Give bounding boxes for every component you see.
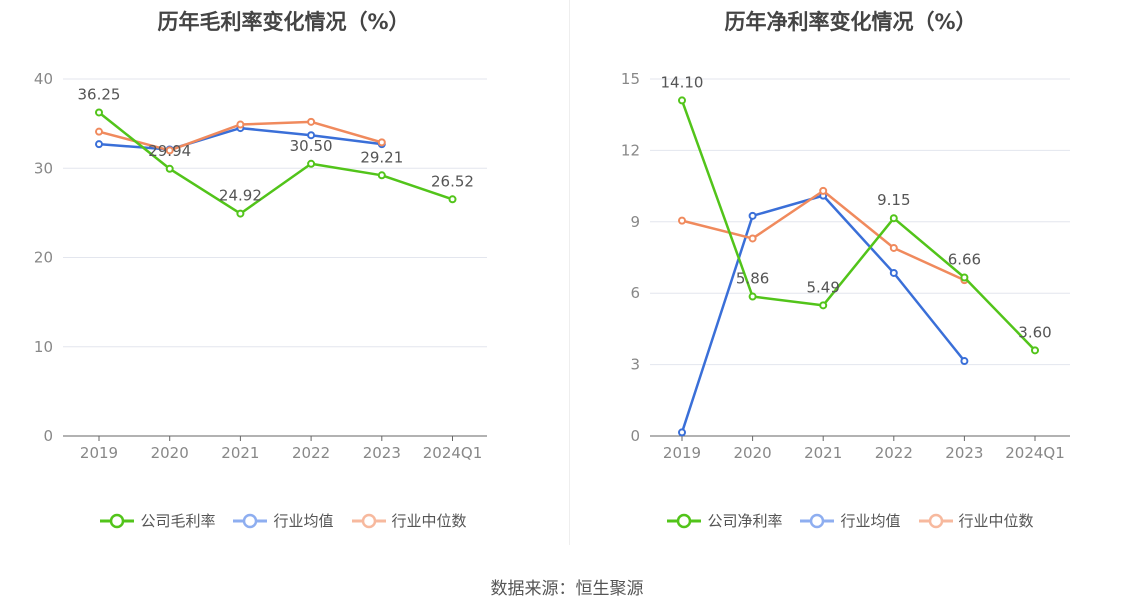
data-point xyxy=(307,117,316,126)
legend-item[interactable]: 行业均值 xyxy=(800,510,901,531)
x-tick-label: 2022 xyxy=(292,444,330,462)
data-point xyxy=(678,216,686,225)
chart-legend: 公司净利率 行业均值 行业中位数 xyxy=(567,510,1134,531)
legend-label: 公司毛利率 xyxy=(140,512,216,530)
data-point xyxy=(377,171,386,180)
data-label: 5.49 xyxy=(806,278,839,296)
y-tick-label: 9 xyxy=(630,213,640,231)
data-point xyxy=(165,146,174,155)
legend-line-marker-icon xyxy=(667,513,702,528)
data-point xyxy=(165,164,174,173)
data-point xyxy=(748,234,757,243)
series-line xyxy=(681,189,965,282)
data-label: 14.10 xyxy=(661,73,704,91)
data-point xyxy=(307,131,316,140)
data-point xyxy=(960,273,969,282)
legend-line-marker-icon xyxy=(800,513,835,528)
data-label: 26.52 xyxy=(431,172,474,190)
data-point xyxy=(889,214,898,223)
legend-label: 公司净利率 xyxy=(707,512,783,530)
legend-item[interactable]: 行业均值 xyxy=(233,510,334,531)
data-point xyxy=(236,120,245,129)
legend-marker-circle xyxy=(810,513,825,528)
x-tick-label: 2024Q1 xyxy=(423,444,483,462)
x-tick-label: 2023 xyxy=(363,444,401,462)
data-label: 5.86 xyxy=(736,270,769,288)
legend-item[interactable]: 行业中位数 xyxy=(351,510,467,531)
data-point xyxy=(678,96,686,105)
gross-margin-plot: 0 10 20 30 40 2019 2020 2021 2022 2023 2024Q1 36.25… xyxy=(34,70,487,462)
legend-item[interactable]: 行业中位数 xyxy=(918,510,1034,531)
gross-margin-chart: 历年毛利率变化情况（%） 0 10 20 30 40 2019 2020 2021 2022 20… xyxy=(0,0,567,550)
y-tick-label: 10 xyxy=(34,338,53,356)
y-tick-label: 20 xyxy=(34,249,53,267)
x-tick-label: 2022 xyxy=(875,444,913,462)
data-point xyxy=(748,211,757,220)
data-point xyxy=(889,243,898,252)
x-tick-label: 2019 xyxy=(663,444,701,462)
data-point xyxy=(960,357,969,366)
panel-divider xyxy=(569,0,570,545)
legend-item[interactable]: 公司净利率 xyxy=(667,510,782,531)
data-point xyxy=(448,195,457,204)
legend-line-marker-icon xyxy=(351,513,386,528)
data-point xyxy=(748,292,757,301)
data-point xyxy=(819,301,828,310)
legend-label: 行业中位数 xyxy=(391,512,467,530)
y-tick-label: 30 xyxy=(34,159,53,177)
x-tick-label: 2020 xyxy=(151,444,189,462)
y-tick-label: 0 xyxy=(630,427,640,445)
chart-title: 历年净利率变化情况（%） xyxy=(724,10,977,34)
legend-line-marker-icon xyxy=(233,513,268,528)
y-tick-label: 15 xyxy=(621,70,640,88)
data-label: 6.66 xyxy=(948,250,981,268)
series-line xyxy=(98,111,453,215)
chart-legend: 公司毛利率 行业均值 行业中位数 xyxy=(0,510,567,531)
legend-marker-circle xyxy=(928,513,943,528)
series-line xyxy=(680,99,1036,352)
data-point xyxy=(95,140,103,149)
legend-marker-circle xyxy=(110,513,125,528)
legend-marker-circle xyxy=(243,513,258,528)
net-margin-chart: 历年净利率变化情况（%） 0 3 6 9 12 15 2019 2020 2021 2022 202… xyxy=(567,0,1134,550)
data-source-note: 数据来源：恒生聚源 xyxy=(490,579,644,599)
data-point xyxy=(889,268,898,277)
x-tick-label: 2019 xyxy=(80,444,118,462)
data-point xyxy=(377,138,386,147)
data-label: 24.92 xyxy=(219,187,262,205)
data-label: 36.25 xyxy=(78,85,121,103)
data-point xyxy=(236,209,245,218)
legend-label: 行业中位数 xyxy=(958,512,1034,530)
data-label: 29.21 xyxy=(360,148,403,166)
data-label: 29.94 xyxy=(148,142,191,160)
legend-line-marker-icon xyxy=(100,513,135,528)
data-label: 30.50 xyxy=(290,137,333,155)
data-point xyxy=(95,127,103,136)
net-margin-plot: 0 3 6 9 12 15 2019 2020 2021 2022 2023 2024Q1 14.10 5… xyxy=(621,70,1070,462)
y-tick-label: 0 xyxy=(43,427,53,445)
x-tick-label: 2020 xyxy=(734,444,772,462)
data-point xyxy=(1031,346,1039,355)
y-tick-label: 40 xyxy=(34,70,53,88)
chart-title: 历年毛利率变化情况（%） xyxy=(157,10,410,34)
x-tick-label: 2021 xyxy=(804,444,842,462)
x-tick-label: 2024Q1 xyxy=(1005,444,1065,462)
y-tick-label: 6 xyxy=(630,284,640,302)
legend-label: 行业均值 xyxy=(273,512,334,530)
legend-marker-circle xyxy=(361,513,376,528)
y-tick-label: 3 xyxy=(630,356,640,374)
data-point xyxy=(819,186,828,195)
y-tick-label: 12 xyxy=(621,141,640,159)
x-tick-label: 2021 xyxy=(221,444,259,462)
legend-item[interactable]: 公司毛利率 xyxy=(100,510,215,531)
data-point xyxy=(307,159,316,168)
data-label: 9.15 xyxy=(877,191,910,209)
data-point xyxy=(678,428,686,437)
legend-line-marker-icon xyxy=(918,513,953,528)
legend-label: 行业均值 xyxy=(840,512,901,530)
legend-marker-circle xyxy=(677,513,692,528)
data-point xyxy=(95,108,103,117)
x-tick-label: 2023 xyxy=(945,444,983,462)
data-label: 3.60 xyxy=(1018,323,1051,341)
